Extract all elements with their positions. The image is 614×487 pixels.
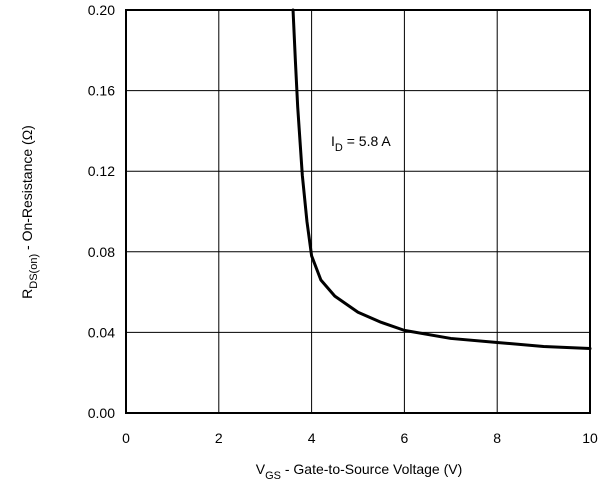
y-tick-labels: 0.00 0.04 0.08 0.12 0.16 0.20 [88, 2, 115, 421]
x-axis-label-main: V [256, 461, 266, 477]
y-tick-label: 0.04 [88, 324, 115, 340]
x-tick-label: 8 [493, 430, 501, 446]
y-axis-label-rest: - On-Resistance (Ω) [19, 125, 35, 254]
y-tick-label: 0.00 [88, 405, 115, 421]
annotation-main: I [331, 133, 335, 149]
annotation-id-label: ID = 5.8 A [331, 133, 391, 154]
x-axis-label-rest: - Gate-to-Source Voltage (V) [281, 461, 462, 477]
y-axis-label-sub: DS(on) [28, 254, 40, 289]
x-tick-label: 4 [308, 430, 316, 446]
x-tick-label: 0 [122, 430, 130, 446]
x-tick-labels: 0 2 4 6 8 10 [122, 430, 598, 446]
x-axis-label: VGS - Gate-to-Source Voltage (V) [256, 461, 463, 482]
x-tick-label: 2 [215, 430, 223, 446]
x-tick-label: 6 [401, 430, 409, 446]
y-axis-label-main: R [19, 289, 35, 299]
series-line [291, 8, 592, 351]
y-tick-label: 0.12 [88, 163, 115, 179]
annotation-sub: D [335, 142, 343, 154]
grid [126, 10, 590, 413]
annotation-rest: = 5.8 A [343, 133, 392, 149]
x-tick-label: 10 [582, 430, 598, 446]
x-axis-label-sub: GS [265, 470, 281, 482]
y-tick-label: 0.20 [88, 2, 115, 18]
y-tick-label: 0.08 [88, 244, 115, 260]
y-axis-label: RDS(on) - On-Resistance (Ω) [19, 125, 40, 299]
y-tick-label: 0.16 [88, 83, 115, 99]
plot-frame [125, 9, 591, 414]
